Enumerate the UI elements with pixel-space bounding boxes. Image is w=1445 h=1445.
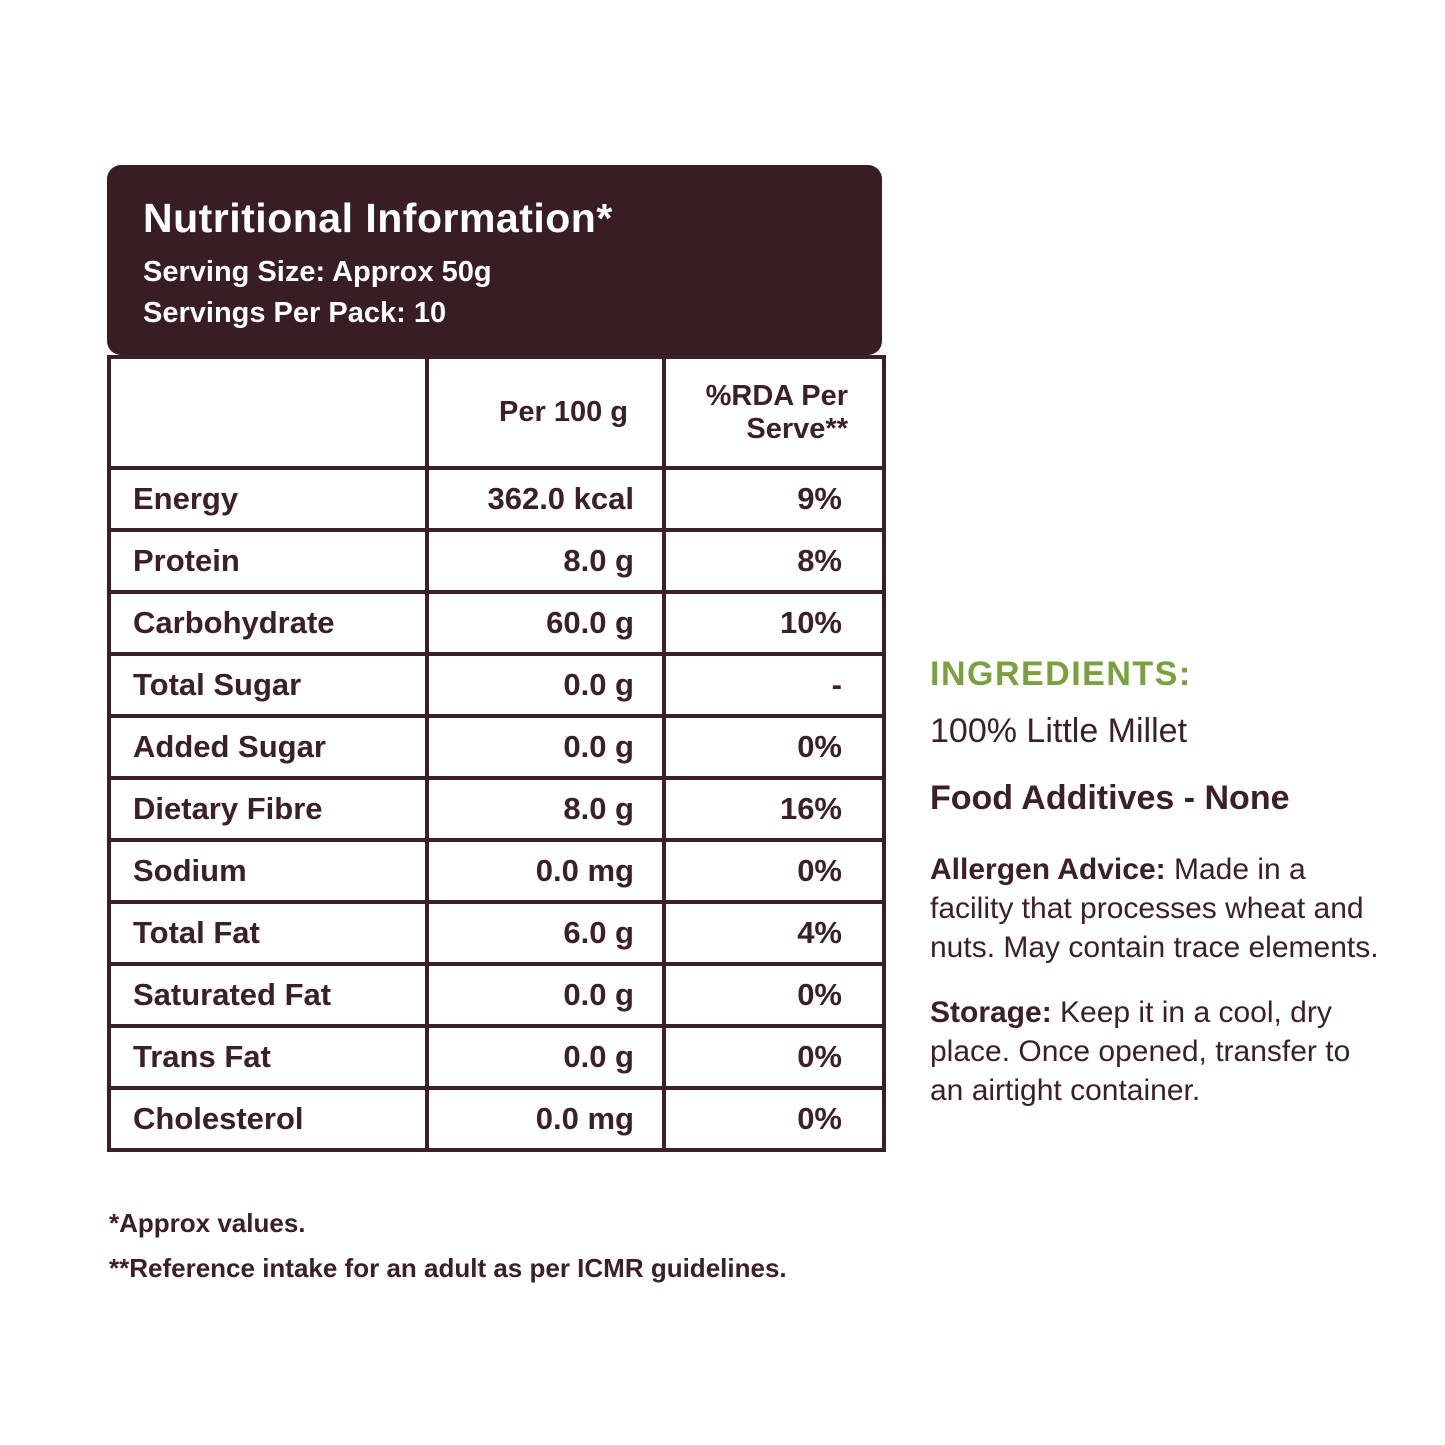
rda-value: 10% [662,590,886,656]
nutrient-label: Cholesterol [107,1086,429,1152]
per-100g-value: 0.0 g [425,1024,666,1090]
rda-value: 0% [662,962,886,1028]
nutrient-label: Saturated Fat [107,962,429,1028]
storage-label: Storage: [930,996,1052,1029]
nutrient-label: Total Sugar [107,652,429,718]
per-100g-value: 60.0 g [425,590,666,656]
nutrition-table: Per 100 g %RDA Per Serve** Energy 362.0 … [107,355,886,1152]
nutrient-label: Energy [107,466,429,532]
ingredients-heading: INGREDIENTS: [930,655,1192,693]
table-row: Carbohydrate 60.0 g 10% [107,590,886,656]
footnote-approx-values: *Approx values. [109,1208,306,1238]
rda-value: 9% [662,466,886,532]
table-row: Added Sugar 0.0 g 0% [107,714,886,780]
rda-value: - [662,652,886,718]
ingredients-value: 100% Little Millet [930,712,1188,750]
table-row: Energy 362.0 kcal 9% [107,466,886,532]
rda-value: 0% [662,1024,886,1090]
rda-value: 8% [662,528,886,594]
serving-size-text: Serving Size: Approx 50g [143,256,492,288]
table-row: Dietary Fibre 8.0 g 16% [107,776,886,842]
storage-body: Keep it in a cool, dry place. Once opene… [930,996,1351,1107]
allergen-advice-text: Allergen Advice: Made in a facility that… [930,850,1382,967]
rda-value: 0% [662,1086,886,1152]
table-row: Total Sugar 0.0 g - [107,652,886,718]
nutrient-label: Carbohydrate [107,590,429,656]
per-100g-value: 8.0 g [425,776,666,842]
nutrient-label: Dietary Fibre [107,776,429,842]
col-header-rda-per-serve: %RDA Per Serve** [662,355,886,470]
per-100g-value: 0.0 mg [425,1086,666,1152]
page-title: Nutritional Information* [143,195,613,241]
table-row: Trans Fat 0.0 g 0% [107,1024,886,1090]
nutrient-label: Protein [107,528,429,594]
per-100g-value: 8.0 g [425,528,666,594]
storage-text: Storage: Keep it in a cool, dry place. O… [930,993,1382,1110]
nutrient-label: Trans Fat [107,1024,429,1090]
table-header-row: Per 100 g %RDA Per Serve** [107,355,886,470]
allergen-advice-body: Made in a facility that processes wheat … [930,853,1379,964]
food-additives-text: Food Additives - None [930,779,1290,817]
per-100g-value: 6.0 g [425,900,666,966]
footnotes: *Approx values. **Reference intake for a… [109,1208,909,1298]
ingredients-panel: INGREDIENTS: 100% Little Millet Food Add… [930,655,1382,1136]
table-row: Total Fat 6.0 g 4% [107,900,886,966]
rda-value: 4% [662,900,886,966]
nutrient-label: Sodium [107,838,429,904]
table-row: Saturated Fat 0.0 g 0% [107,962,886,1028]
table-row: Cholesterol 0.0 mg 0% [107,1086,886,1152]
nutrient-label: Total Fat [107,900,429,966]
col-header-nutrient [107,355,429,470]
servings-per-pack-text: Servings Per Pack: 10 [143,297,447,329]
footnote-reference-intake: **Reference intake for an adult as per I… [109,1253,787,1283]
rda-value: 16% [662,776,886,842]
per-100g-value: 0.0 mg [425,838,666,904]
nutrition-header-panel: Nutritional Information* Serving Size: A… [107,165,882,355]
table-row: Protein 8.0 g 8% [107,528,886,594]
rda-value: 0% [662,714,886,780]
rda-value: 0% [662,838,886,904]
col-header-per-100g: Per 100 g [425,355,666,470]
table-row: Sodium 0.0 mg 0% [107,838,886,904]
per-100g-value: 0.0 g [425,962,666,1028]
per-100g-value: 0.0 g [425,652,666,718]
nutrient-label: Added Sugar [107,714,429,780]
per-100g-value: 0.0 g [425,714,666,780]
per-100g-value: 362.0 kcal [425,466,666,532]
allergen-advice-label: Allergen Advice: [930,853,1166,886]
